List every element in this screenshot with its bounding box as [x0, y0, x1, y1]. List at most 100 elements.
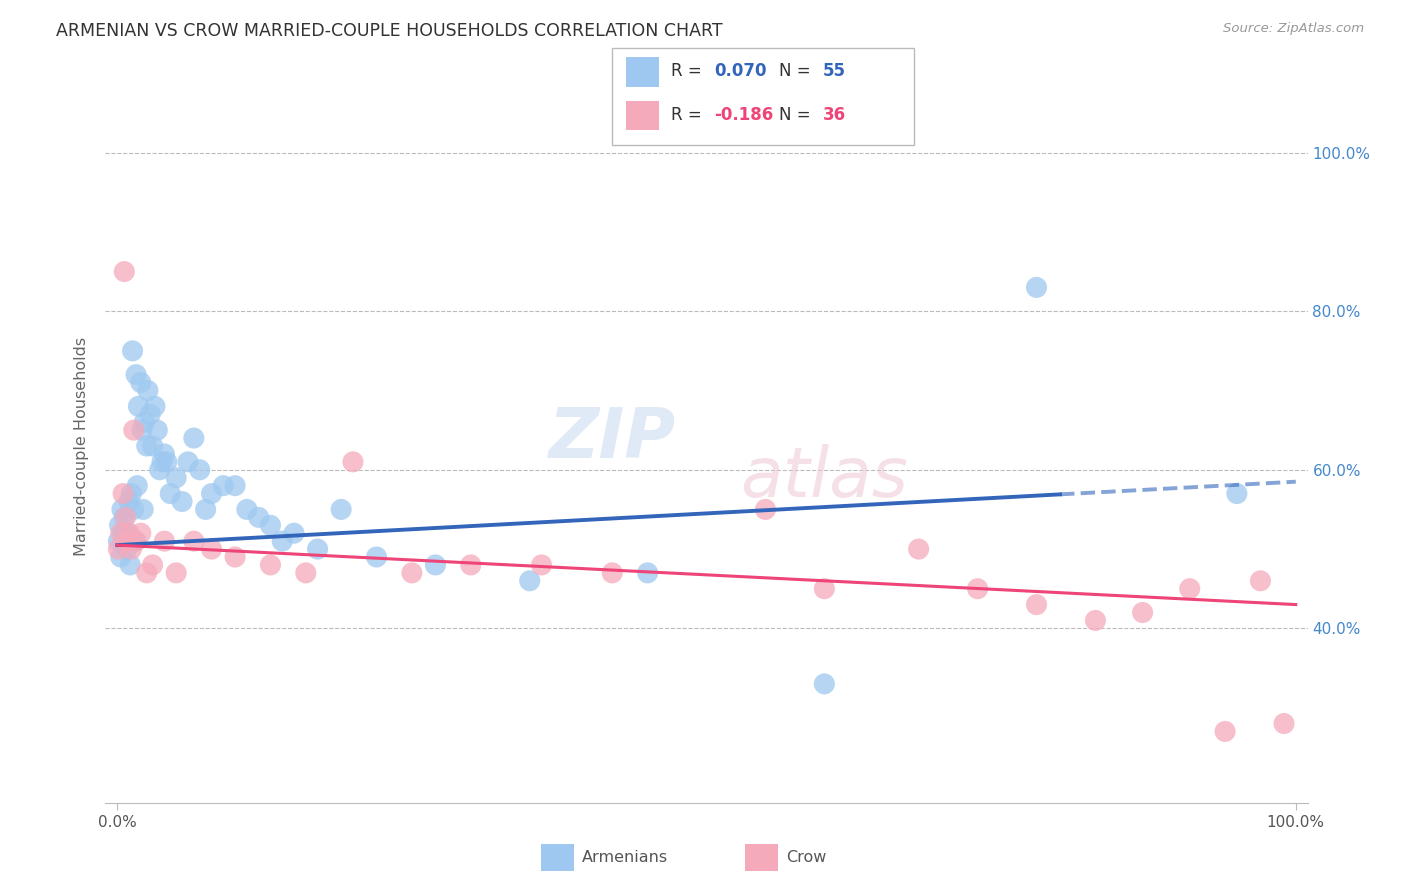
Text: R =: R =: [671, 106, 707, 124]
Text: Armenians: Armenians: [582, 850, 668, 864]
Point: [907, 542, 929, 557]
Point: [122, 423, 145, 437]
Point: [110, 526, 132, 541]
Point: [129, 526, 152, 541]
Point: [120, 558, 142, 572]
Point: [519, 574, 541, 588]
Text: 55: 55: [823, 62, 845, 80]
Point: [115, 534, 138, 549]
Text: Crow: Crow: [786, 850, 827, 864]
Point: [127, 478, 149, 492]
Point: [118, 494, 141, 508]
Point: [224, 478, 246, 492]
Point: [813, 582, 835, 596]
Point: [307, 542, 329, 557]
Point: [165, 471, 187, 485]
Point: [112, 526, 135, 541]
Text: -0.186: -0.186: [714, 106, 773, 124]
Text: N =: N =: [779, 62, 815, 80]
Point: [150, 455, 173, 469]
Point: [107, 534, 129, 549]
Point: [159, 486, 181, 500]
Text: ARMENIAN VS CROW MARRIED-COUPLE HOUSEHOLDS CORRELATION CHART: ARMENIAN VS CROW MARRIED-COUPLE HOUSEHOL…: [56, 22, 723, 40]
Point: [183, 534, 205, 549]
Point: [813, 677, 835, 691]
Point: [121, 343, 143, 358]
Point: [188, 463, 211, 477]
Point: [200, 542, 222, 557]
Point: [1213, 724, 1236, 739]
Point: [342, 455, 364, 469]
Point: [122, 502, 145, 516]
Point: [135, 566, 157, 580]
Point: [530, 558, 553, 572]
Point: [108, 518, 131, 533]
Point: [146, 423, 169, 437]
Text: R =: R =: [671, 62, 707, 80]
Point: [153, 534, 176, 549]
Point: [271, 534, 294, 549]
Point: [149, 463, 172, 477]
Point: [283, 526, 305, 541]
Point: [1132, 606, 1154, 620]
Point: [125, 368, 148, 382]
Point: [143, 400, 166, 414]
Point: [117, 526, 139, 541]
Point: [460, 558, 482, 572]
Point: [135, 439, 157, 453]
Point: [111, 502, 134, 516]
Point: [142, 439, 165, 453]
Point: [132, 502, 155, 516]
Point: [112, 510, 135, 524]
Point: [125, 534, 148, 549]
Point: [110, 549, 132, 564]
Point: [183, 431, 205, 445]
Point: [366, 549, 388, 564]
Point: [136, 384, 159, 398]
Point: [1178, 582, 1201, 596]
Point: [120, 486, 142, 500]
Text: ZIP: ZIP: [548, 405, 676, 472]
Point: [129, 376, 152, 390]
Point: [236, 502, 259, 516]
Point: [170, 494, 193, 508]
Point: [194, 502, 217, 516]
Point: [401, 566, 423, 580]
Point: [294, 566, 316, 580]
Point: [224, 549, 246, 564]
Point: [107, 542, 129, 557]
Y-axis label: Married-couple Households: Married-couple Households: [75, 336, 90, 556]
Point: [156, 455, 179, 469]
Text: atlas: atlas: [741, 444, 908, 511]
Text: N =: N =: [779, 106, 815, 124]
Point: [1025, 598, 1047, 612]
Point: [112, 486, 135, 500]
Point: [120, 542, 142, 557]
Point: [153, 447, 176, 461]
Point: [212, 478, 235, 492]
Point: [966, 582, 988, 596]
Point: [127, 400, 149, 414]
Point: [200, 486, 222, 500]
Point: [177, 455, 200, 469]
Text: Source: ZipAtlas.com: Source: ZipAtlas.com: [1223, 22, 1364, 36]
Point: [1084, 614, 1107, 628]
Point: [142, 558, 165, 572]
Text: 36: 36: [823, 106, 845, 124]
Point: [754, 502, 776, 516]
Point: [330, 502, 353, 516]
Point: [165, 566, 187, 580]
Point: [1226, 486, 1249, 500]
Point: [1025, 280, 1047, 294]
Point: [118, 526, 141, 541]
Point: [112, 264, 135, 278]
Point: [134, 415, 156, 429]
Point: [259, 518, 281, 533]
Point: [114, 510, 136, 524]
Point: [259, 558, 281, 572]
Point: [247, 510, 270, 524]
Text: 0.070: 0.070: [714, 62, 766, 80]
Point: [115, 542, 138, 557]
Point: [1272, 716, 1295, 731]
Point: [637, 566, 659, 580]
